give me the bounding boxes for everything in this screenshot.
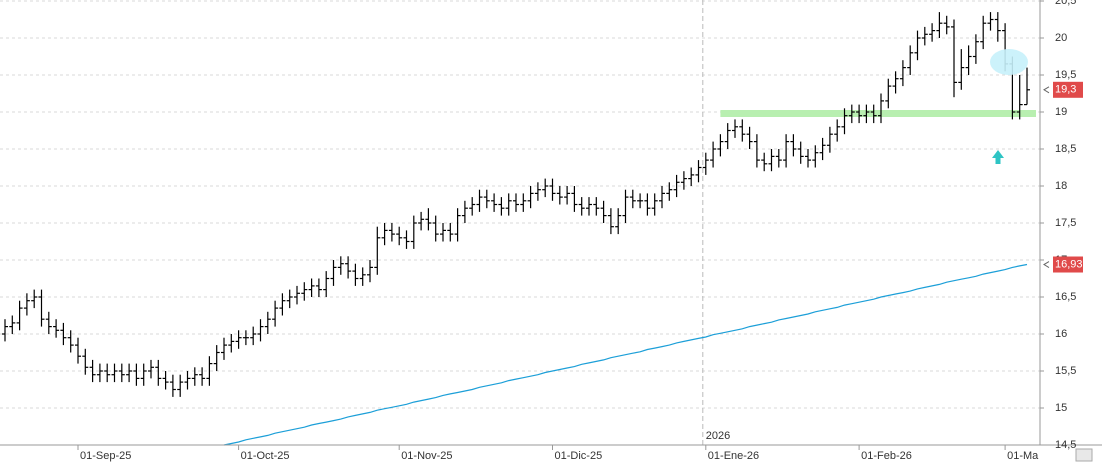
year-label: 2026: [706, 430, 730, 442]
corner-icon[interactable]: [1075, 448, 1093, 462]
y-tick-label: 15: [1055, 402, 1067, 414]
y-tick-label: 16: [1055, 328, 1067, 340]
x-tick-label: 01-Ene-26: [708, 450, 759, 462]
up-arrow: [992, 150, 1004, 164]
y-tick-label: 18: [1055, 180, 1067, 192]
x-tick-label: 01-Ma: [1007, 450, 1039, 462]
x-tick-label: 01-Oct-25: [241, 450, 290, 462]
price-tag-pointer: [1043, 261, 1050, 268]
x-tick-label: 01-Nov-25: [401, 450, 452, 462]
price-tag: [1053, 256, 1083, 273]
price-tag-pointer: [1043, 86, 1050, 94]
highlight-ellipse: [990, 49, 1028, 75]
x-tick-label: 01-Feb-26: [861, 450, 912, 462]
y-tick-label: 19,5: [1055, 69, 1076, 81]
plot: [0, 0, 1040, 446]
y-tick-label: 19: [1055, 106, 1067, 118]
y-tick-label: 15,5: [1055, 365, 1076, 377]
y-tick-label: 16,5: [1055, 291, 1076, 303]
y-tick-label: 20,5: [1055, 0, 1076, 7]
price-tag-label: 16,939: [1055, 258, 1089, 270]
y-tick-label: 14,5: [1055, 439, 1076, 451]
y-tick-label: 17,5: [1055, 217, 1076, 229]
x-tick-label: 01-Dic-25: [555, 450, 603, 462]
y-tick-label: 20: [1055, 32, 1067, 44]
x-tick-label: 01-Sep-25: [80, 450, 131, 462]
moving-average-line: [223, 263, 1028, 446]
y-tick-label: 18,5: [1055, 143, 1076, 155]
price-tag-label: 19,3: [1055, 84, 1076, 96]
price-tag: [1053, 81, 1083, 98]
